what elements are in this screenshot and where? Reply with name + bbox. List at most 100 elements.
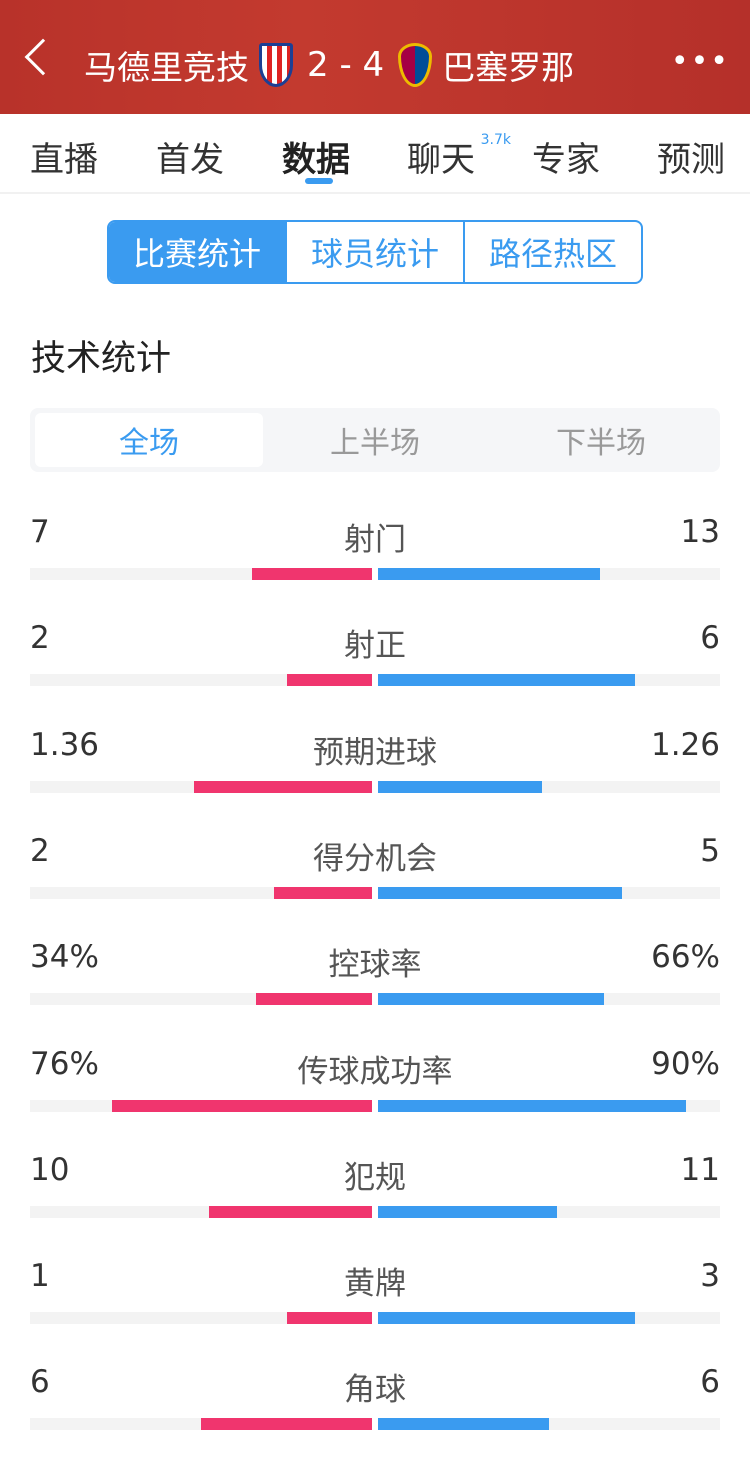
chat-count-badge: 3.7k	[480, 132, 511, 148]
segment-player-stats[interactable]: 球员统计	[285, 222, 463, 282]
stat-row: 34% 控球率 66%	[30, 939, 720, 1019]
period-switch: 全场 上半场 下半场	[30, 408, 720, 472]
away-value: 1.26	[650, 726, 720, 763]
home-bar-track	[30, 780, 372, 793]
home-bar	[274, 886, 372, 899]
away-bar	[378, 780, 543, 793]
away-bar	[378, 1312, 635, 1325]
home-bar	[286, 674, 372, 687]
home-team-name: 马德里竞技	[84, 48, 249, 87]
away-bar-track	[378, 568, 720, 580]
stat-name: 射正	[344, 628, 406, 665]
stat-row: 10 犯规 11	[30, 1152, 720, 1232]
home-bar-track	[30, 568, 372, 580]
stat-name: 角球	[344, 1372, 406, 1409]
stat-name: 控球率	[328, 947, 422, 984]
stat-row: 1.36 预期进球 1.26	[30, 727, 720, 807]
stat-row: 7 射门 13	[30, 514, 720, 594]
main-tabs: 直播 首发 数据 聊天 3.7k 专家 预测	[0, 114, 750, 194]
match-title: 马德里竞技 2 - 4 巴塞罗那	[84, 40, 574, 90]
active-tab-indicator	[305, 178, 333, 184]
home-bar	[286, 1312, 372, 1325]
stat-name: 黄牌	[344, 1266, 406, 1303]
home-value: 7	[30, 514, 50, 550]
home-bar	[209, 1205, 372, 1218]
tab-label: 数据	[282, 140, 350, 180]
home-bar	[252, 568, 372, 580]
section-title: 技术统计	[31, 339, 172, 379]
tab-experts[interactable]: 专家	[532, 132, 600, 181]
away-bar-track	[378, 993, 720, 1006]
tab-label: 首发	[156, 140, 224, 180]
segment-heatmap[interactable]: 路径热区	[463, 222, 641, 282]
home-bar	[255, 993, 372, 1006]
period-first-half[interactable]: 上半场	[330, 426, 420, 461]
home-value: 1	[30, 1258, 50, 1295]
tab-live[interactable]: 直播	[30, 132, 98, 181]
stat-name: 预期进球	[313, 734, 437, 771]
stat-name: 得分机会	[313, 840, 437, 877]
home-value: 34%	[30, 939, 99, 976]
away-bar	[378, 1099, 686, 1112]
home-value: 2	[30, 832, 50, 869]
away-value: 6	[700, 1364, 720, 1401]
away-team-name: 巴塞罗那	[442, 48, 575, 87]
away-value: 11	[680, 1151, 720, 1188]
home-value: 76%	[30, 1045, 99, 1082]
tab-chat[interactable]: 聊天 3.7k	[407, 132, 511, 181]
away-team-crest-icon	[398, 43, 433, 87]
away-bar-track	[378, 1205, 720, 1218]
home-value: 1.36	[30, 726, 100, 763]
tab-data[interactable]: 数据	[282, 132, 350, 181]
away-bar-track	[378, 1418, 720, 1431]
home-bar	[194, 780, 372, 793]
away-value: 90%	[651, 1045, 720, 1082]
segment-match-stats[interactable]: 比赛统计	[109, 222, 285, 282]
away-value: 66%	[651, 939, 720, 976]
away-value: 5	[700, 832, 720, 869]
away-bar-track	[378, 780, 720, 793]
home-value: 10	[30, 1151, 70, 1188]
stat-row: 2 射正 6	[30, 620, 720, 700]
ellipsis-icon[interactable]: •••	[670, 44, 730, 79]
period-second-half[interactable]: 下半场	[556, 426, 646, 461]
home-bar-track	[30, 886, 372, 899]
away-value: 6	[700, 620, 720, 657]
away-bar	[378, 1418, 549, 1431]
home-bar-track	[30, 1099, 372, 1112]
stat-name: 射门	[344, 522, 406, 558]
home-bar-track	[30, 1418, 372, 1431]
away-bar	[378, 1205, 558, 1218]
away-bar-track	[378, 674, 720, 687]
period-full[interactable]: 全场	[35, 413, 263, 467]
away-value: 3	[700, 1258, 720, 1295]
tab-lineup[interactable]: 首发	[156, 132, 224, 181]
home-team-crest-icon	[259, 43, 293, 87]
stat-row: 1 黄牌 3	[30, 1258, 720, 1338]
away-bar-track	[378, 886, 720, 899]
match-score: 2 - 4	[307, 45, 385, 85]
stat-row: 6 角球 6	[30, 1364, 720, 1444]
stats-type-switch: 比赛统计 球员统计 路径热区	[107, 220, 643, 284]
stat-name: 犯规	[344, 1159, 406, 1196]
home-value: 6	[30, 1364, 50, 1401]
home-bar-track	[30, 674, 372, 687]
tab-predict[interactable]: 预测	[657, 132, 725, 181]
away-bar	[378, 568, 601, 580]
stat-name: 传球成功率	[297, 1053, 453, 1090]
home-bar-track	[30, 1205, 372, 1218]
home-bar-track	[30, 1312, 372, 1325]
stat-row: 2 得分机会 5	[30, 833, 720, 913]
match-header: 马德里竞技 2 - 4 巴塞罗那 •••	[0, 0, 750, 114]
away-bar	[378, 674, 635, 687]
away-bar	[378, 993, 604, 1006]
away-bar-track	[378, 1099, 720, 1112]
away-bar	[378, 886, 623, 899]
home-bar-track	[30, 993, 372, 1006]
tab-label: 预测	[657, 140, 725, 180]
tab-label: 直播	[30, 140, 98, 180]
away-bar-track	[378, 1312, 720, 1325]
home-bar	[112, 1099, 372, 1112]
chevron-left-icon[interactable]	[24, 38, 62, 76]
home-value: 2	[30, 620, 50, 657]
